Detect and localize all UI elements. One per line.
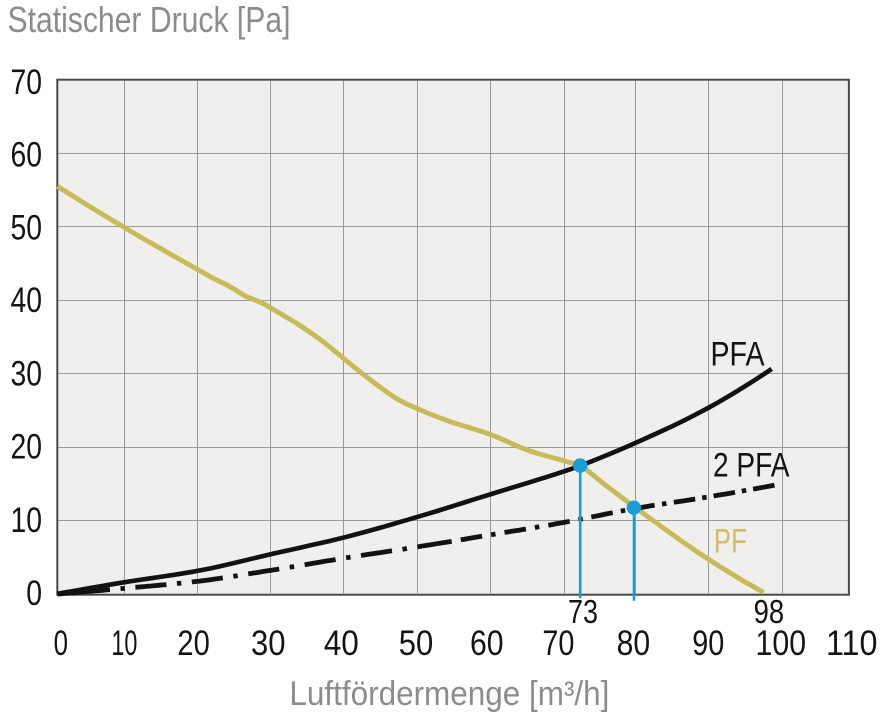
svg-text:10: 10: [11, 501, 43, 540]
svg-text:90: 90: [692, 624, 724, 663]
svg-text:60: 60: [11, 136, 43, 175]
svg-text:98: 98: [754, 593, 785, 630]
svg-text:60: 60: [470, 624, 504, 663]
svg-text:20: 20: [177, 624, 209, 663]
svg-text:Statischer Druck [Pa]: Statischer Druck [Pa]: [8, 0, 291, 40]
svg-text:Luftfördermenge [m³/h]: Luftfördermenge [m³/h]: [289, 675, 609, 713]
svg-text:0: 0: [54, 624, 68, 663]
svg-text:40: 40: [324, 624, 359, 663]
svg-text:100: 100: [756, 624, 807, 663]
svg-text:110: 110: [826, 624, 878, 663]
svg-text:50: 50: [399, 624, 434, 663]
svg-text:PFA: PFA: [711, 335, 765, 373]
svg-text:73: 73: [568, 593, 598, 630]
svg-text:70: 70: [11, 63, 43, 102]
svg-text:70: 70: [542, 624, 574, 663]
svg-text:10: 10: [111, 624, 137, 663]
svg-text:20: 20: [11, 428, 43, 467]
svg-text:30: 30: [11, 355, 43, 394]
svg-text:PF: PF: [714, 522, 747, 560]
svg-text:0: 0: [26, 574, 42, 613]
svg-text:30: 30: [251, 624, 286, 663]
svg-text:40: 40: [11, 281, 43, 320]
svg-text:2 PFA: 2 PFA: [713, 447, 790, 485]
svg-text:50: 50: [11, 208, 43, 247]
svg-text:80: 80: [617, 624, 651, 663]
